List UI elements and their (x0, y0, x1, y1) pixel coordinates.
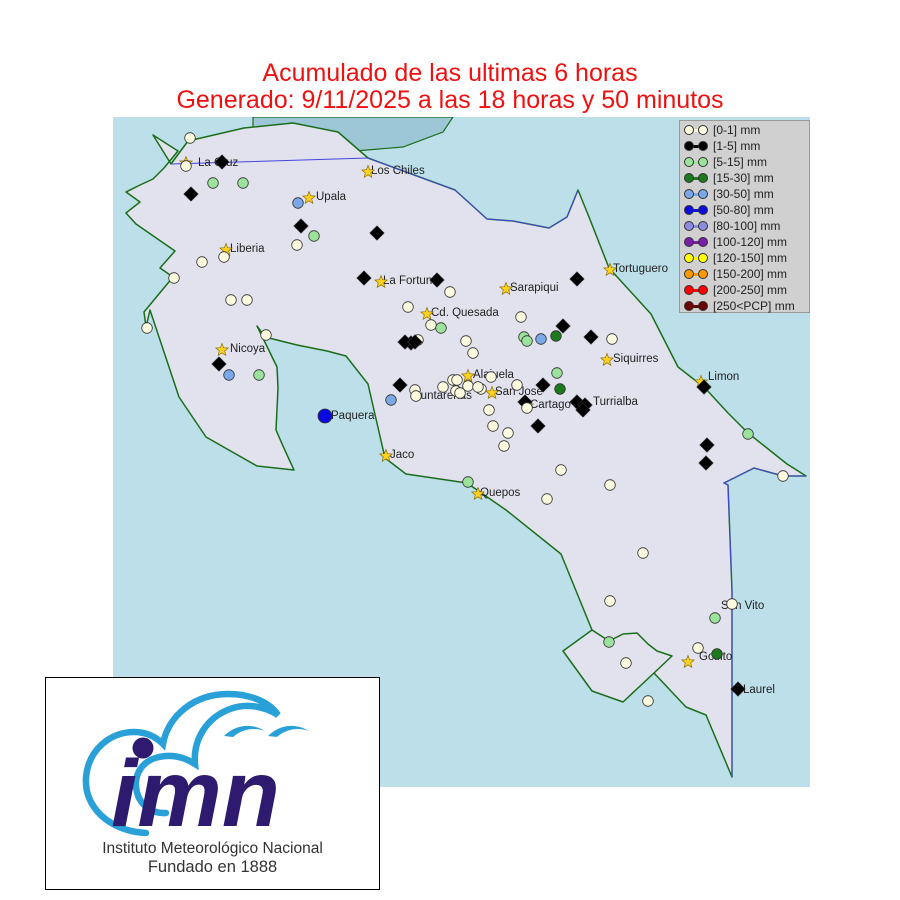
svg-text:Limon: Limon (708, 371, 739, 383)
svg-text:Quepos: Quepos (480, 487, 521, 499)
svg-text:Los Chiles: Los Chiles (371, 165, 425, 177)
svg-text:Sarapiqui: Sarapiqui (510, 282, 559, 294)
svg-text:Upala: Upala (316, 191, 347, 203)
svg-text:Cartago: Cartago (530, 399, 571, 411)
svg-text:Cd. Quesada: Cd. Quesada (431, 307, 499, 319)
svg-text:Jaco: Jaco (390, 449, 414, 461)
svg-text:Turrialba: Turrialba (593, 396, 639, 408)
svg-text:Liberia: Liberia (230, 243, 265, 255)
svg-text:Siquirres: Siquirres (613, 353, 659, 365)
svg-text:Paquera: Paquera (331, 410, 375, 422)
svg-text:Laurel: Laurel (743, 684, 775, 696)
svg-text:Tortuguero: Tortuguero (613, 263, 668, 275)
svg-text:Nicoya: Nicoya (230, 343, 266, 355)
svg-text:imn: imn (111, 741, 280, 841)
